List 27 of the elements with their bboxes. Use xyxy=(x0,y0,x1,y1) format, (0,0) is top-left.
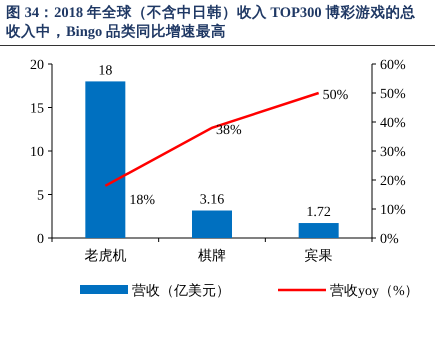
y2-tick-label: 60% xyxy=(380,58,406,73)
y-tick-label: 15 xyxy=(30,102,44,116)
data-label: 18 xyxy=(98,63,112,78)
x-tick-label: 老虎机 xyxy=(84,248,126,264)
x-tick-label: 棋牌 xyxy=(198,248,226,264)
legend-label: 营收yoy（%） xyxy=(330,283,419,299)
y2-tick-label: 40% xyxy=(380,116,406,131)
bar xyxy=(298,223,339,238)
y-tick-label: 20 xyxy=(30,58,44,73)
bar xyxy=(85,81,126,238)
data-label: 1.72 xyxy=(306,205,331,220)
x-tick-label: 宾果 xyxy=(304,248,333,264)
legend-label: 营收（亿美元） xyxy=(132,283,230,299)
title: 图 34：2018 年全球（不含中日韩）收入 TOP300 博彩游戏的总收入中，Bingo 品类同比增速最高 xyxy=(0,0,435,46)
data-label: 50% xyxy=(322,88,349,103)
data-label: 38% xyxy=(216,122,242,138)
y2-tick-label: 10% xyxy=(380,203,406,218)
y-tick-label: 10 xyxy=(30,145,44,160)
data-label: 18% xyxy=(129,192,156,208)
y2-tick-label: 0% xyxy=(380,232,399,247)
data-label: 3.16 xyxy=(200,192,224,208)
y2-tick-label: 50% xyxy=(380,87,406,102)
y2-tick-label: 30% xyxy=(380,145,406,160)
y2-tick-label: 20% xyxy=(380,174,406,189)
y-tick-label: 5 xyxy=(37,188,44,204)
bar xyxy=(192,210,232,238)
y-tick-label: 0 xyxy=(37,232,44,247)
